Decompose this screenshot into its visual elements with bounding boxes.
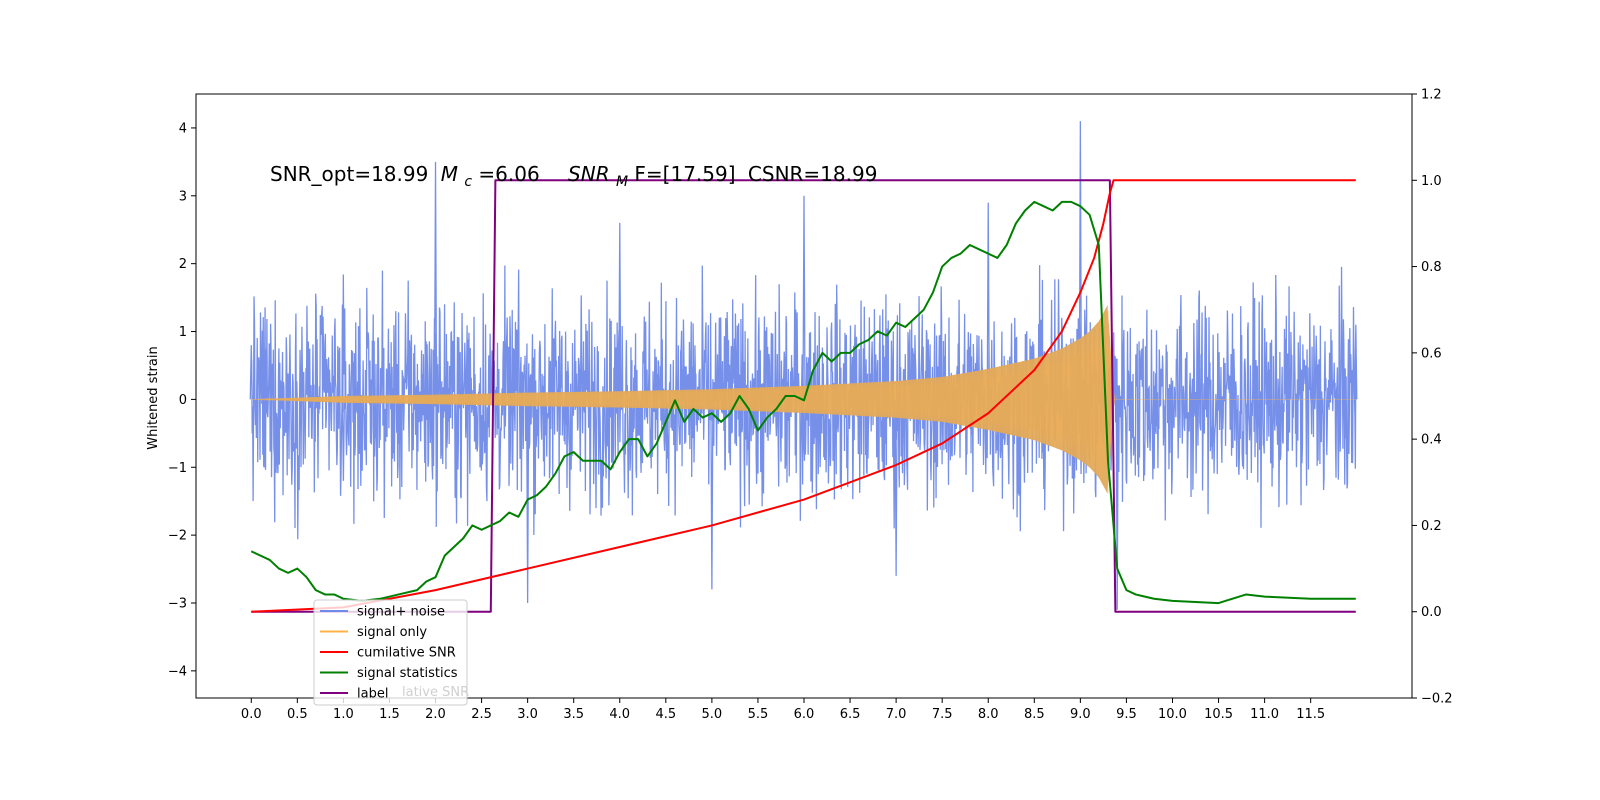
csnr-text: CSNR=18.99 xyxy=(748,162,878,186)
y2-tick-label: 1.0 xyxy=(1421,174,1442,189)
snr-mf-symbol: SNR xyxy=(568,162,610,186)
y2-tick-label: 0.8 xyxy=(1421,260,1442,275)
x-tick-label: 5.5 xyxy=(748,707,769,722)
y-tick-label: 1 xyxy=(179,325,187,340)
series-signal-noise-line xyxy=(249,121,1358,610)
x-tick-label: 7.5 xyxy=(932,707,953,722)
chirp-mass-subscript: c xyxy=(464,174,472,190)
x-tick-label: 1.5 xyxy=(379,707,400,722)
legend-label: signal only xyxy=(357,625,427,640)
y-tick-label: 4 xyxy=(179,121,187,136)
x-tick-label: 1.0 xyxy=(333,707,354,722)
y-tick-label: 0 xyxy=(179,393,187,408)
x-tick-label: 4.0 xyxy=(609,707,630,722)
snr-opt-text: SNR_opt=18.99 xyxy=(270,162,428,186)
legend: lative SNR signal+ noise signal only cumila… xyxy=(313,599,469,706)
y-tick-label: −2 xyxy=(168,529,187,544)
legend-ghost-text: lative SNR xyxy=(402,685,469,700)
legend-label: cumilative SNR xyxy=(357,646,456,661)
y2-tick-label: 0.4 xyxy=(1421,433,1442,448)
x-tick-label: 9.0 xyxy=(1070,707,1091,722)
y-tick-label: 3 xyxy=(179,189,187,204)
y2-tick-label: 0.0 xyxy=(1421,605,1442,620)
x-tick-label: 10.0 xyxy=(1158,707,1187,722)
series-cumilative-snr-line xyxy=(251,179,1356,613)
y2-tick-label: 0.2 xyxy=(1421,519,1442,534)
x-tick-label: 2.5 xyxy=(471,707,492,722)
x-tick-label: 6.0 xyxy=(794,707,815,722)
x-tick-label: 0.0 xyxy=(241,707,262,722)
y-tick-label: −4 xyxy=(168,664,187,679)
x-tick-label: 8.5 xyxy=(1024,707,1045,722)
x-tick-label: 5.0 xyxy=(702,707,723,722)
x-tick-label: 4.5 xyxy=(655,707,676,722)
y-tick-label: −3 xyxy=(168,596,187,611)
x-tick-label: 7.0 xyxy=(886,707,907,722)
y-tick-label: −1 xyxy=(168,461,187,476)
chirp-mass-value: =6.06 xyxy=(478,162,539,186)
x-tick-label: 2.0 xyxy=(425,707,446,722)
y-axis-label: Whitened strain xyxy=(146,346,161,449)
y-tick-label: 2 xyxy=(179,257,187,272)
x-tick-label: 8.0 xyxy=(978,707,999,722)
x-tick-label: 3.0 xyxy=(517,707,538,722)
chart-annotation: SNR_opt=18.99 M c =6.06 SNR M F=[17.59] … xyxy=(270,162,877,191)
chirp-mass-symbol: M xyxy=(441,162,458,186)
legend-label: label xyxy=(357,687,388,702)
y2-tick-label: −0.2 xyxy=(1421,692,1453,707)
x-tick-label: 10.5 xyxy=(1204,707,1233,722)
ticks-layer: 0.0 0.5 1.0 1.5 2.0 2.5 3.0 3.5 4.0 4.5 5.0 5.5 6.0 6… xyxy=(168,88,1453,723)
series-signal-statistics-line xyxy=(250,200,1356,605)
legend-label: signal+ noise xyxy=(357,605,445,620)
x-tick-label: 0.5 xyxy=(287,707,308,722)
snr-mf-value: F=[17.59] xyxy=(634,162,735,186)
y2-tick-label: 1.2 xyxy=(1421,88,1442,103)
x-tick-label: 6.5 xyxy=(840,707,861,722)
legend-label: signal statistics xyxy=(357,666,458,681)
series-signal-only-line xyxy=(251,305,1356,495)
series-layer xyxy=(249,121,1358,613)
x-tick-label: 11.0 xyxy=(1250,707,1279,722)
x-tick-label: 3.5 xyxy=(563,707,584,722)
snr-mf-subscript: M xyxy=(616,174,628,190)
x-tick-label: 9.5 xyxy=(1116,707,1137,722)
legend-box xyxy=(313,599,468,706)
y2-tick-label: 0.6 xyxy=(1421,346,1442,361)
x-tick-label: 11.5 xyxy=(1296,707,1325,722)
